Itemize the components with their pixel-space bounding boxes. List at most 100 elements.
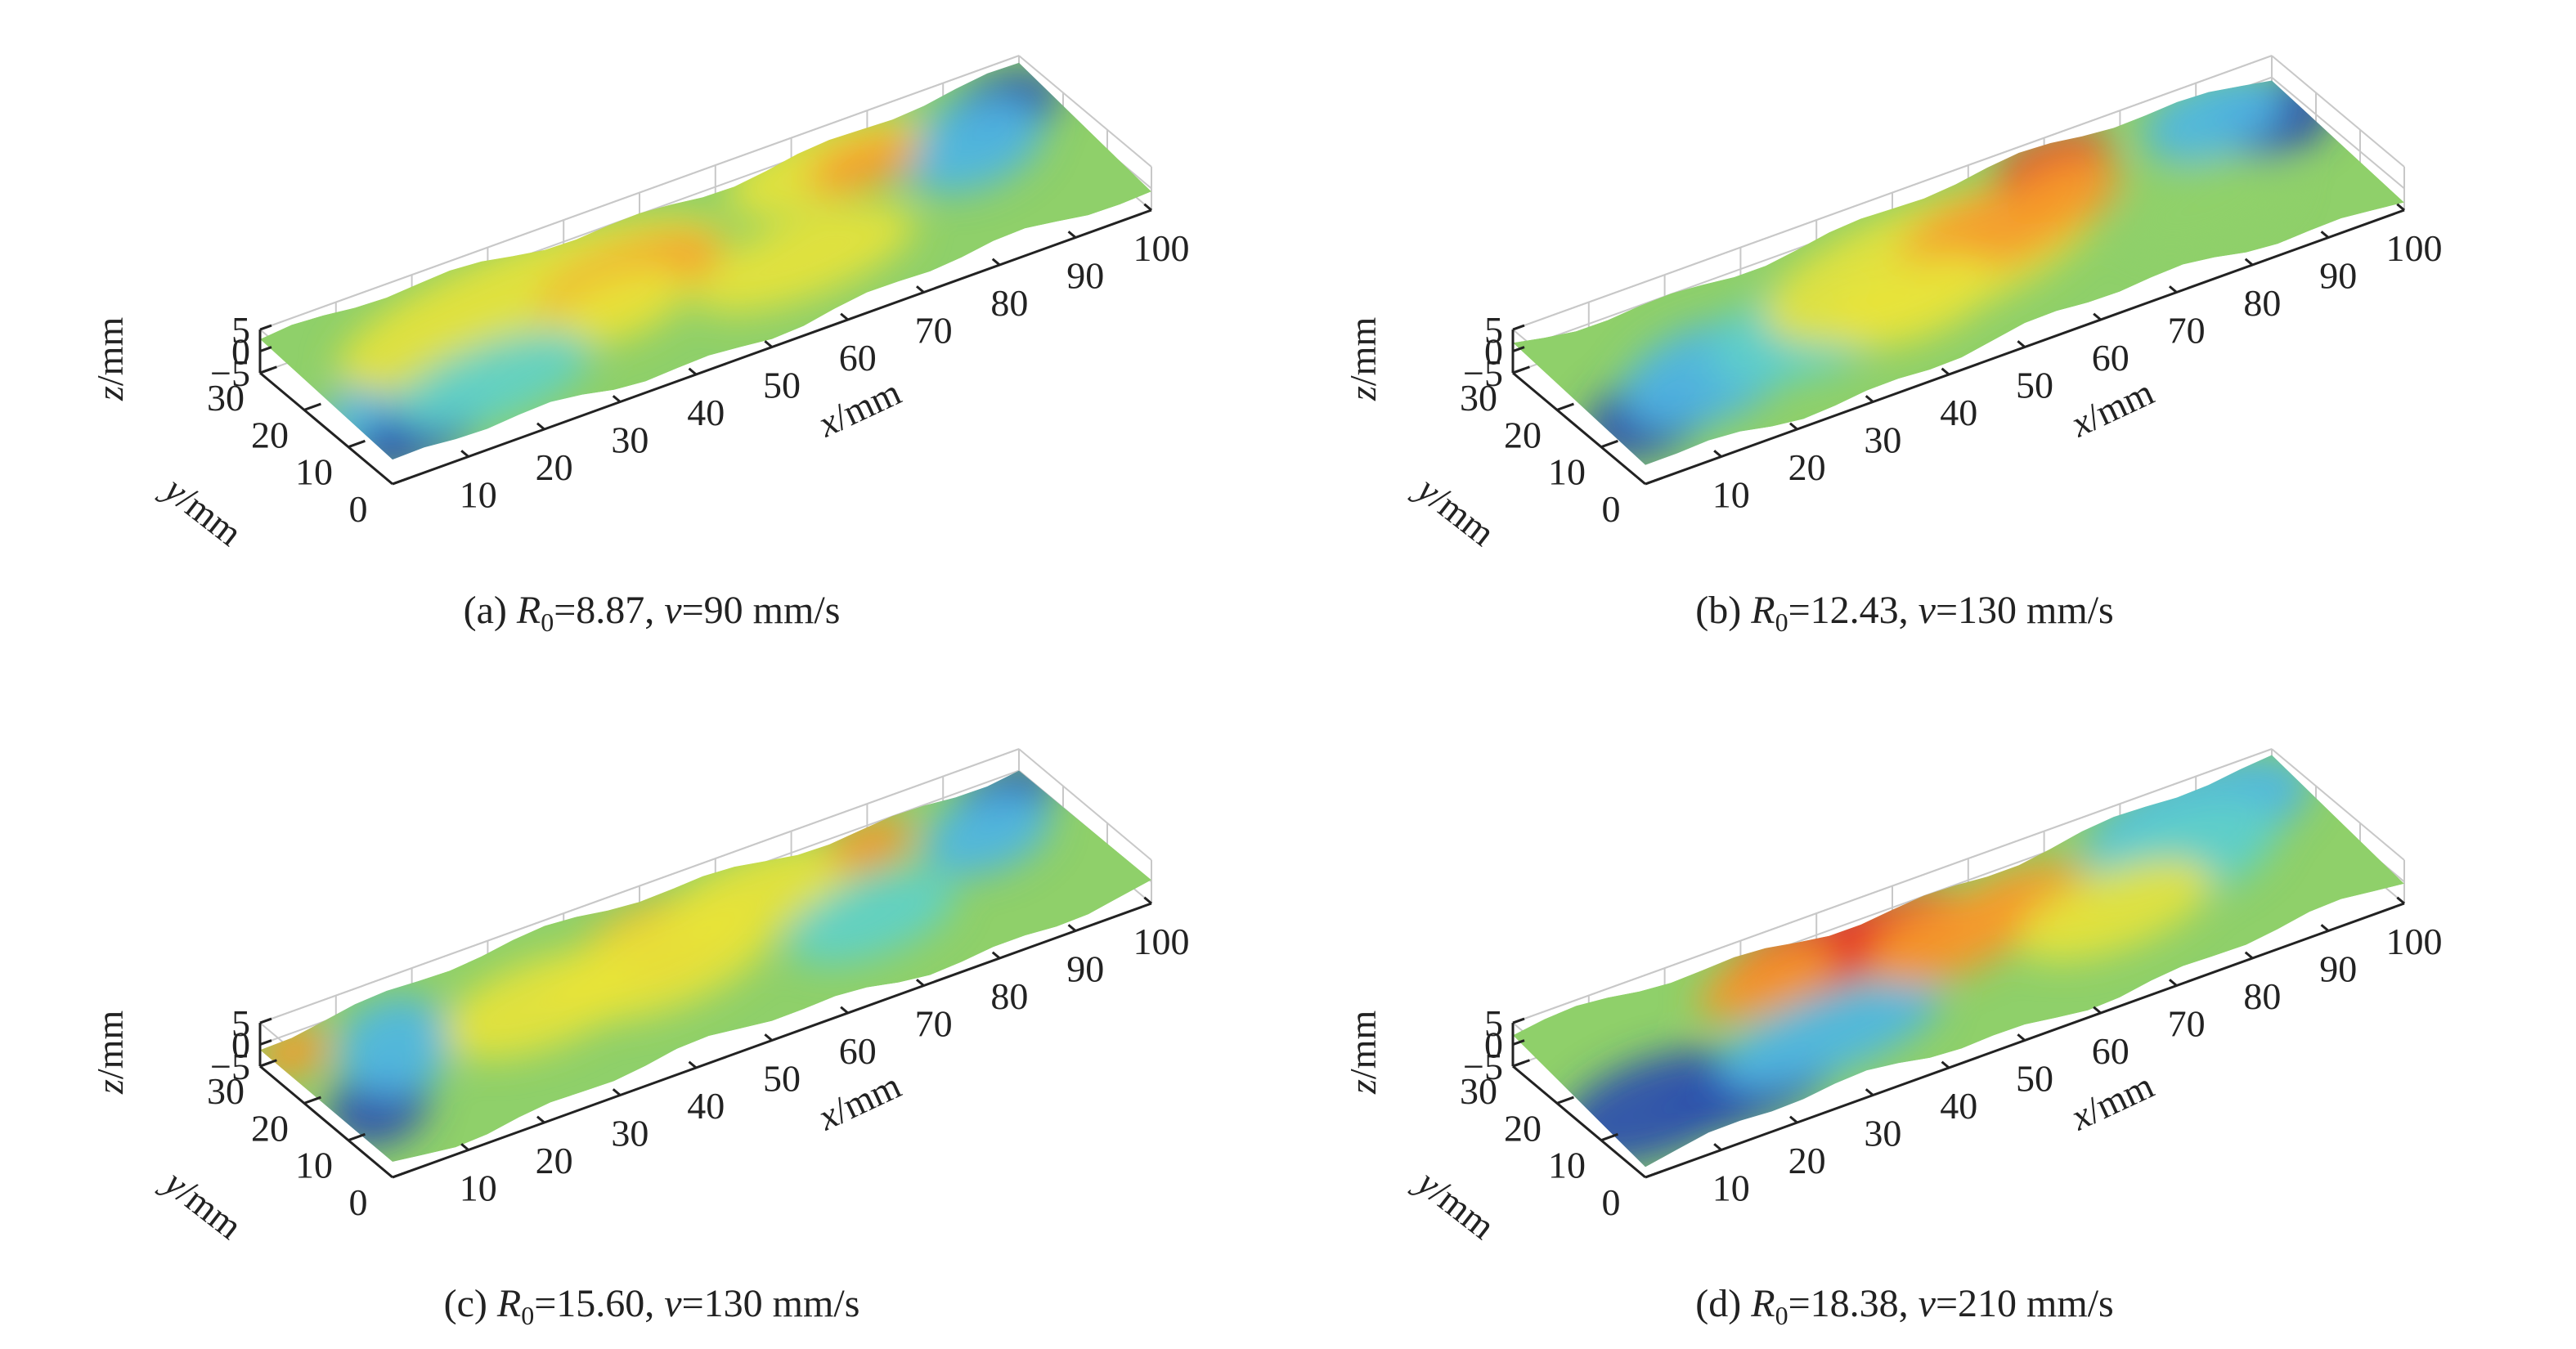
y-axis-line xyxy=(259,371,393,486)
x-tick xyxy=(2017,1033,2026,1042)
x-tick xyxy=(2244,258,2254,267)
y-axis-line xyxy=(259,1064,393,1179)
x-tick xyxy=(1865,395,1874,403)
x-tick-label: 60 xyxy=(839,337,877,379)
surface-patch xyxy=(659,844,855,946)
x-tick xyxy=(1067,231,1077,239)
surface-patch xyxy=(692,204,916,314)
y-tick-label: 0 xyxy=(1602,488,1621,530)
z-tick xyxy=(259,346,272,353)
y-tick-label: 10 xyxy=(1548,451,1586,493)
z-tick-label: −5 xyxy=(210,1046,250,1087)
z-tick xyxy=(259,367,272,374)
y-axis-line xyxy=(1512,371,1646,486)
grid-line xyxy=(2271,55,2405,168)
surface-patch xyxy=(549,263,689,346)
surface-colormap xyxy=(260,770,1056,1147)
z-tick xyxy=(259,324,272,331)
x-tick-label: 10 xyxy=(460,1167,497,1209)
z-tick-label: 0 xyxy=(1484,331,1503,373)
x-axis-label: x/mm xyxy=(811,1064,908,1138)
x-tick-label: 80 xyxy=(990,282,1028,324)
x-tick xyxy=(915,979,925,987)
y-tick-label: 30 xyxy=(207,1070,245,1112)
x-axis-label: x/mm xyxy=(811,370,908,445)
y-tick-label: 20 xyxy=(251,1107,289,1149)
z-tick xyxy=(1512,324,1525,331)
x-tick xyxy=(2396,896,2405,905)
axes xyxy=(1511,203,2405,486)
x-tick-label: 30 xyxy=(611,1113,648,1154)
grid-line xyxy=(259,748,1020,1024)
x-tick xyxy=(612,1088,622,1096)
x-tick xyxy=(1067,924,1077,932)
z-tick-label: −5 xyxy=(1463,1046,1503,1087)
y-tick xyxy=(1556,402,1574,411)
surface-patch xyxy=(1717,979,1941,1089)
x-tick xyxy=(1713,450,1722,458)
x-tick-label: 100 xyxy=(1133,227,1190,269)
surface-colormap xyxy=(324,69,1060,460)
grid-line xyxy=(2271,76,2405,190)
x-tick xyxy=(536,1115,545,1124)
x-tick xyxy=(460,450,469,458)
x-tick-label: 80 xyxy=(990,975,1028,1017)
surface-colormap xyxy=(1557,755,2311,1166)
surface-patch xyxy=(1827,253,1995,349)
y-tick-label: 10 xyxy=(295,451,333,493)
x-tick xyxy=(536,422,545,431)
x-axis-label: x/mm xyxy=(2064,1064,2161,1138)
y-axis-label: y/mm xyxy=(155,466,250,553)
y-tick xyxy=(1645,1170,1663,1179)
surface-colormap xyxy=(1584,80,2334,460)
panel-caption: (a) R0=8.87, v=90 mm/s xyxy=(464,589,841,637)
y-axis-label: y/mm xyxy=(155,1159,250,1247)
y-tick-label: 30 xyxy=(1460,377,1497,419)
grid-line xyxy=(1512,55,2273,331)
x-tick-label: 50 xyxy=(2016,365,2053,406)
y-tick xyxy=(303,1096,321,1105)
x-tick-label: 90 xyxy=(2319,255,2357,297)
z-tick xyxy=(259,1039,272,1046)
x-tick xyxy=(2320,924,2330,932)
x-tick xyxy=(688,1060,698,1069)
x-tick xyxy=(2396,203,2405,212)
y-tick-label: 0 xyxy=(349,1181,368,1223)
y-tick-label: 0 xyxy=(1602,1181,1621,1223)
x-tick xyxy=(1143,203,1152,212)
x-tick-label: 20 xyxy=(536,1140,573,1181)
surface-patch xyxy=(1697,944,1838,1020)
z-tick-label: 0 xyxy=(231,331,250,373)
surface-patch xyxy=(2017,858,2213,961)
panel-d: 102030405060708090100010203050−5x/mmy/mm… xyxy=(1342,748,2443,1330)
x-tick-label: 10 xyxy=(460,474,497,516)
y-tick xyxy=(348,1132,366,1142)
x-tick-label: 70 xyxy=(915,310,953,352)
z-tick-label: −5 xyxy=(1463,352,1503,394)
x-tick-label: 10 xyxy=(1712,1167,1750,1209)
x-tick-label: 20 xyxy=(1788,446,1826,488)
surface xyxy=(260,770,1151,1162)
x-tick xyxy=(460,1143,469,1151)
x-tick xyxy=(2320,231,2330,239)
x-tick-label: 20 xyxy=(1788,1140,1826,1181)
z-tick-label: 0 xyxy=(231,1024,250,1066)
x-tick-label: 50 xyxy=(763,1058,801,1100)
y-tick-label: 20 xyxy=(251,414,289,455)
x-tick-label: 40 xyxy=(687,1085,725,1127)
x-tick-label: 80 xyxy=(2243,282,2281,324)
y-tick xyxy=(392,1170,410,1179)
x-tick xyxy=(915,285,925,294)
x-tick-label: 100 xyxy=(2386,921,2443,962)
y-axis-label: y/mm xyxy=(1407,1159,1503,1247)
surface-patch xyxy=(786,869,955,966)
x-tick-label: 100 xyxy=(1133,921,1190,962)
x-tick-label: 40 xyxy=(1940,1085,1977,1127)
z-axis-label: z/mm xyxy=(89,317,131,401)
panel-a: 102030405060708090100010203050−5x/mmy/mm… xyxy=(89,55,1190,637)
x-tick-label: 30 xyxy=(611,419,648,461)
y-tick xyxy=(303,402,321,411)
panel-caption: (c) R0=15.60, v=130 mm/s xyxy=(444,1282,860,1330)
